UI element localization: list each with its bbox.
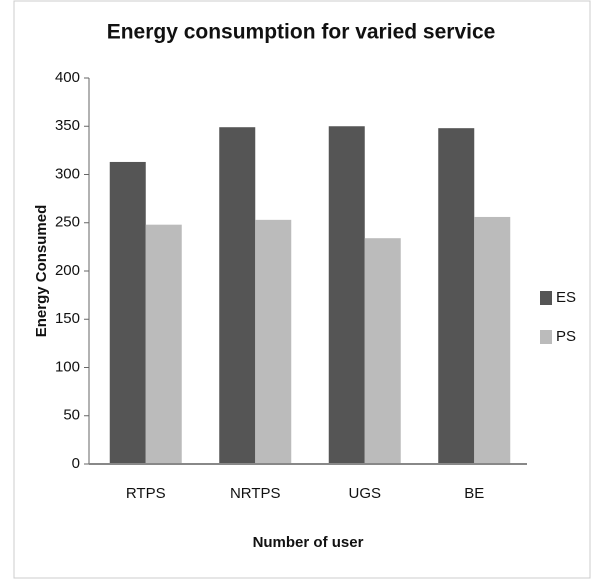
- legend-swatch: [540, 330, 552, 344]
- bar: [219, 127, 256, 464]
- y-axis-label: Energy Consumed: [33, 205, 50, 338]
- bar: [438, 128, 475, 464]
- legend-swatch: [540, 291, 552, 305]
- bar: [145, 224, 182, 464]
- x-tick-label: NRTPS: [230, 485, 281, 502]
- y-tick-label: 350: [55, 117, 80, 134]
- x-tick-label: BE: [464, 485, 484, 502]
- x-tick-label: UGS: [348, 485, 381, 502]
- bar: [474, 216, 511, 464]
- bar: [328, 126, 365, 464]
- y-tick-label: 50: [63, 407, 80, 424]
- y-tick-label: 400: [55, 69, 80, 86]
- chart-border: [13, 0, 591, 579]
- chart-title: Energy consumption for varied service: [107, 21, 496, 44]
- x-tick-label: RTPS: [126, 485, 166, 502]
- y-tick-label: 100: [55, 358, 80, 375]
- y-tick-label: 200: [55, 262, 80, 279]
- bar: [364, 238, 401, 464]
- y-tick-label: 300: [55, 165, 80, 182]
- y-tick-label: 0: [72, 455, 80, 472]
- y-tick-label: 250: [55, 214, 80, 231]
- legend-label: PS: [556, 328, 576, 345]
- bar: [255, 219, 292, 464]
- legend-label: ES: [556, 289, 576, 306]
- x-axis-label: Number of user: [253, 534, 364, 551]
- y-tick-label: 150: [55, 310, 80, 327]
- bar: [109, 161, 146, 464]
